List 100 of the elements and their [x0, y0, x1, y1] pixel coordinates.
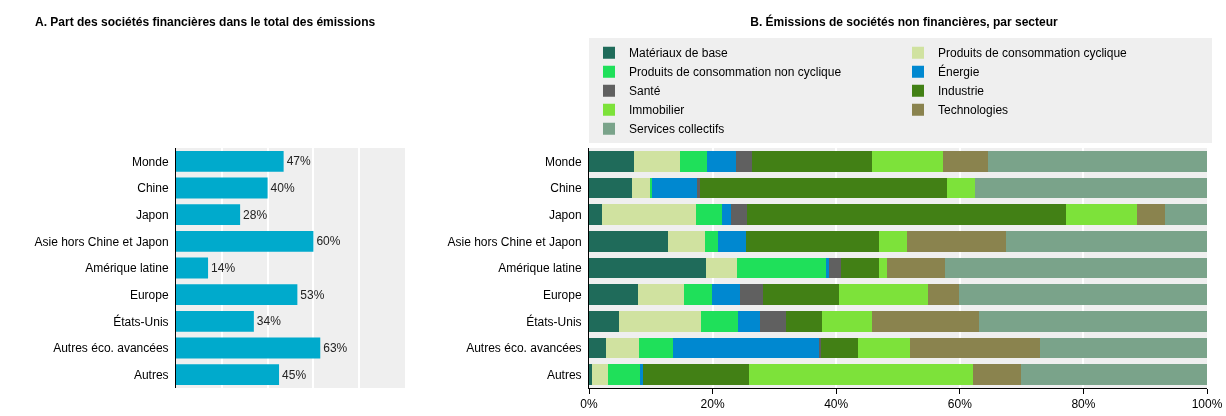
bar	[652, 177, 698, 199]
bar	[707, 150, 737, 172]
y-tick-label: Autres éco. avancées	[466, 341, 582, 356]
bar	[928, 284, 960, 306]
y-tick-label: Autres	[546, 367, 582, 382]
bar	[619, 310, 701, 332]
bar	[711, 284, 741, 306]
bar	[840, 257, 880, 279]
bar	[731, 204, 747, 226]
bar	[592, 364, 608, 386]
bar	[745, 230, 880, 252]
bar	[176, 257, 209, 279]
bar	[760, 310, 787, 332]
legend-label: Technologies	[938, 103, 1009, 118]
bar	[605, 337, 640, 359]
bar	[907, 230, 1006, 252]
bar	[643, 364, 750, 386]
bar	[944, 257, 1207, 279]
bar	[821, 310, 873, 332]
bar	[829, 257, 841, 279]
bar	[749, 364, 973, 386]
data-label: 34%	[256, 314, 282, 329]
legend-label: Immobilier	[629, 103, 685, 118]
data-label: 28%	[243, 207, 268, 222]
bar	[786, 310, 822, 332]
data-label: 60%	[316, 234, 341, 249]
bar	[633, 150, 680, 172]
bar	[887, 257, 945, 279]
bar	[589, 177, 633, 199]
bar	[1005, 230, 1207, 252]
y-tick-label: États-Unis	[113, 313, 169, 329]
bar	[683, 284, 712, 306]
bar	[987, 150, 1207, 172]
bar	[589, 230, 669, 252]
bar	[176, 337, 321, 359]
bar	[718, 230, 746, 252]
bar	[176, 150, 284, 172]
legend-label: Industrie	[938, 84, 985, 99]
bar	[975, 177, 1207, 199]
legend-label: Santé	[629, 84, 661, 99]
bar	[601, 204, 696, 226]
bar	[839, 284, 929, 306]
x-tick-label: 80%	[1071, 397, 1096, 412]
bar	[942, 150, 988, 172]
y-tick-label: États-Unis	[526, 313, 582, 329]
y-tick-label: Amérique latine	[498, 261, 582, 276]
bar	[668, 230, 706, 252]
bar	[697, 177, 701, 199]
y-tick-label: Monde	[544, 154, 582, 169]
bar	[872, 310, 979, 332]
bar	[589, 364, 593, 386]
bar	[959, 284, 1207, 306]
legend-label: Matériaux de base	[629, 46, 729, 61]
legend-label: Énergie	[938, 64, 980, 80]
bar	[679, 150, 708, 172]
y-tick-label: Europe	[542, 287, 582, 302]
x-tick-label: 100%	[1191, 397, 1223, 412]
y-tick-label: Japon	[135, 207, 169, 222]
bar	[589, 150, 634, 172]
legend-label: Produits de consommation non cyclique	[629, 65, 842, 80]
bar	[978, 310, 1207, 332]
bar	[176, 177, 268, 199]
bar	[879, 230, 908, 252]
y-tick-label: Amérique latine	[85, 261, 169, 276]
bar	[746, 204, 1067, 226]
bar	[1164, 204, 1207, 226]
bar	[1020, 364, 1207, 386]
bar	[700, 310, 738, 332]
bar	[176, 230, 314, 252]
bar	[752, 150, 873, 172]
bar	[909, 337, 1040, 359]
data-label: 45%	[282, 367, 307, 382]
data-label: 14%	[211, 261, 236, 275]
bar	[589, 310, 620, 332]
bar	[736, 150, 753, 172]
x-tick-label: 60%	[947, 397, 973, 412]
bar	[821, 337, 859, 359]
x-tick-label: 20%	[700, 397, 725, 412]
bar	[1066, 204, 1137, 226]
bar	[589, 284, 638, 306]
x-tick-label: 40%	[824, 397, 849, 412]
data-label: 47%	[286, 154, 311, 169]
legend-label: Produits de consommation cyclique	[938, 46, 1128, 61]
bar	[589, 337, 606, 359]
bar	[637, 284, 684, 306]
data-label: 40%	[270, 181, 295, 195]
bar	[879, 257, 888, 279]
bar	[700, 177, 947, 199]
bar	[589, 204, 602, 226]
bar	[639, 337, 674, 359]
bar	[176, 310, 254, 332]
bar	[640, 364, 644, 386]
chart-title: A. Part des sociétés financières dans le total des émissions	[35, 15, 376, 30]
bar	[632, 177, 651, 199]
y-tick-label: Asie hors Chine et Japon	[34, 234, 169, 249]
bar	[705, 230, 719, 252]
bar	[858, 337, 910, 359]
bar	[176, 284, 298, 306]
bar	[972, 364, 1021, 386]
bar	[872, 150, 943, 172]
